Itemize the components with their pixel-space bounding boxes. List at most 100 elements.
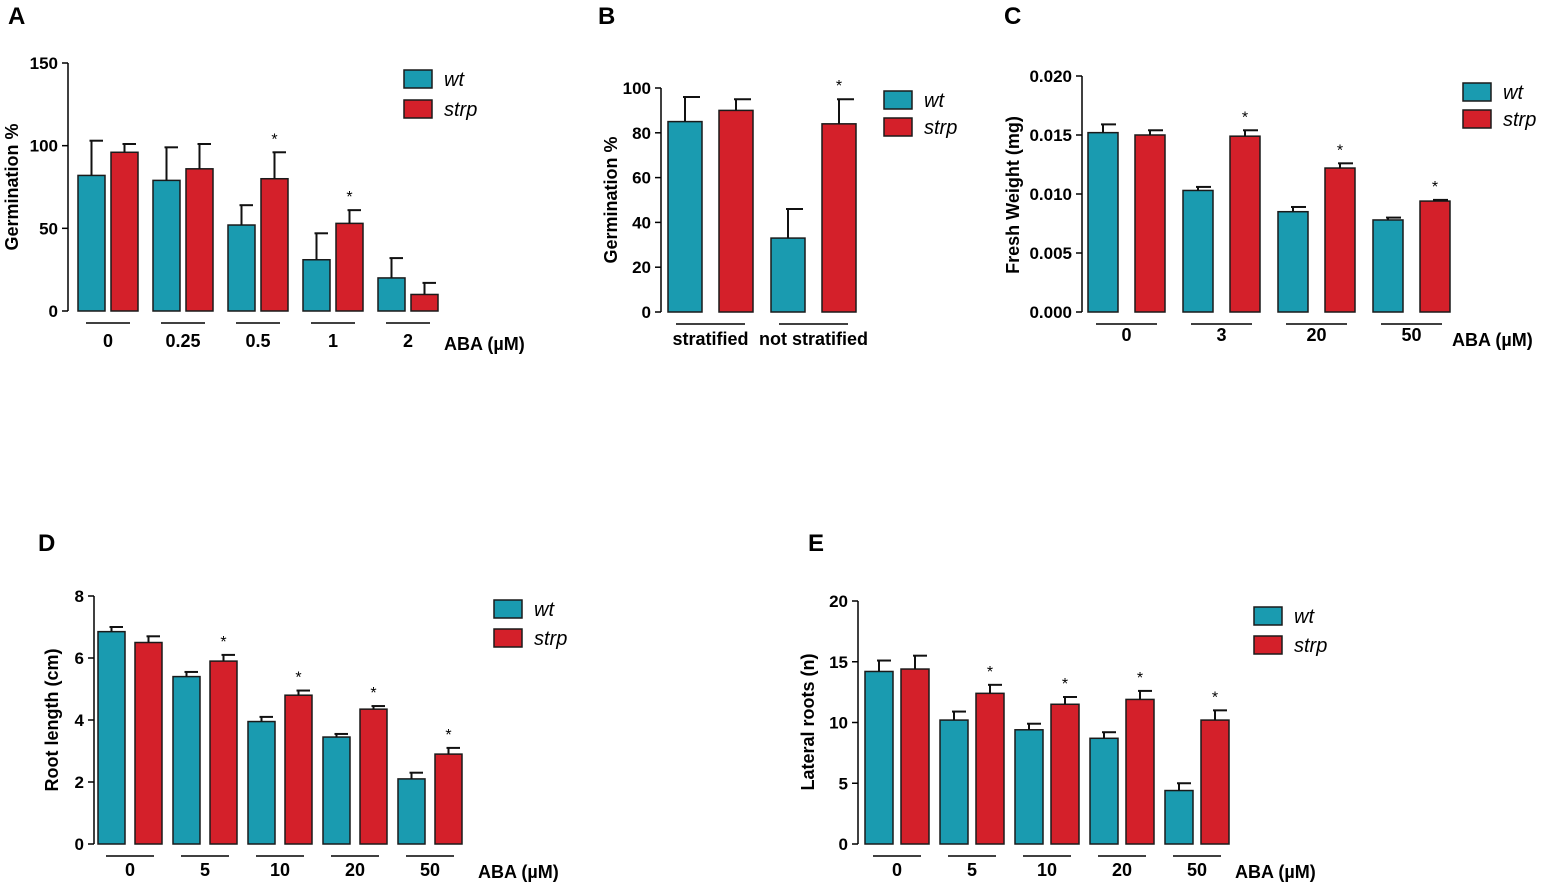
bar-strp — [1050, 703, 1080, 845]
significance-star: * — [346, 189, 352, 206]
bar-strp — [110, 151, 139, 312]
legend-swatch-wt — [493, 599, 523, 619]
y-tick-label: 0 — [642, 303, 651, 322]
bar-strp — [1324, 167, 1356, 313]
bar-wt — [1089, 737, 1119, 845]
legend-label-wt: wt — [534, 599, 555, 621]
bar-wt — [377, 277, 406, 312]
y-tick-label: 10 — [829, 714, 848, 733]
significance-star: * — [836, 78, 842, 95]
panel-letter: D — [38, 530, 55, 557]
significance-star: * — [1137, 670, 1143, 687]
y-tick-label: 4 — [75, 711, 85, 730]
bar-wt — [397, 778, 426, 845]
bar-strp — [209, 660, 238, 845]
y-tick-label: 0.005 — [1029, 244, 1072, 263]
y-tick-label: 150 — [30, 54, 58, 73]
category-label: 10 — [1037, 860, 1057, 880]
legend-label-strp: strp — [444, 99, 477, 121]
y-tick-label: 8 — [75, 587, 84, 606]
legend-swatch-wt — [1462, 82, 1492, 102]
legend-label-strp: strp — [924, 117, 957, 139]
bar-wt — [667, 120, 703, 313]
x-axis-title: ABA (µM) — [444, 334, 525, 354]
bar-wt — [152, 179, 181, 312]
bar-wt — [1277, 210, 1309, 313]
y-tick-label: 50 — [39, 219, 58, 238]
y-tick-label: 5 — [839, 774, 848, 793]
y-axis-title: Germination % — [2, 123, 22, 250]
y-axis-title: Germination % — [601, 136, 621, 263]
bar-strp — [821, 123, 857, 313]
y-axis-title: Lateral roots (n) — [798, 653, 818, 790]
legend-swatch-wt — [1253, 606, 1283, 626]
bar-strp — [1419, 200, 1451, 313]
legend-label-wt: wt — [924, 90, 945, 112]
panel-letter: E — [808, 530, 824, 557]
legend-label-wt: wt — [444, 69, 465, 91]
legend-swatch-strp — [883, 117, 913, 137]
y-tick-label: 0 — [839, 835, 848, 854]
x-axis-title: ABA (µM) — [1452, 330, 1533, 350]
significance-star: * — [1062, 676, 1068, 693]
significance-star: * — [220, 634, 226, 651]
y-axis-title: Root length (cm) — [42, 649, 62, 792]
significance-star: * — [295, 670, 301, 687]
bar-strp — [1200, 719, 1230, 845]
category-label: 3 — [1216, 325, 1226, 345]
significance-star: * — [271, 131, 277, 148]
legend-label-strp: strp — [534, 628, 567, 650]
bar-wt — [77, 174, 106, 312]
bar-wt — [1182, 189, 1214, 313]
category-label: 10 — [270, 860, 290, 880]
bar-wt — [302, 258, 331, 312]
legend-label-wt: wt — [1294, 606, 1315, 628]
y-tick-label: 6 — [75, 649, 84, 668]
significance-star: * — [1212, 689, 1218, 706]
bar-wt — [172, 675, 201, 845]
bar-wt — [97, 630, 126, 845]
panel-letter: B — [598, 3, 615, 30]
legend-label-strp: strp — [1503, 109, 1536, 131]
y-tick-label: 100 — [30, 137, 58, 156]
category-label: 0 — [1121, 325, 1131, 345]
y-tick-label: 40 — [632, 213, 651, 232]
x-axis-title: ABA (µM) — [478, 862, 559, 882]
bar-wt — [770, 237, 806, 313]
bar-wt — [1087, 131, 1119, 313]
y-tick-label: 0.020 — [1029, 67, 1072, 86]
category-label: 0 — [892, 860, 902, 880]
legend-swatch-strp — [403, 99, 433, 119]
bar-strp — [1229, 135, 1261, 313]
legend-label-strp: strp — [1294, 635, 1327, 657]
significance-star: * — [1242, 109, 1248, 126]
bar-wt — [227, 224, 256, 312]
significance-star: * — [445, 727, 451, 744]
bar-strp — [1134, 134, 1166, 313]
bar-wt — [1014, 729, 1044, 845]
bar-wt — [247, 720, 276, 845]
category-label: 0 — [125, 860, 135, 880]
y-tick-label: 20 — [829, 592, 848, 611]
legend-swatch-wt — [403, 69, 433, 89]
category-label: 5 — [200, 860, 210, 880]
bar-strp — [335, 222, 364, 312]
category-label: 1 — [328, 331, 338, 351]
bar-wt — [1164, 789, 1194, 845]
category-label: 2 — [403, 331, 413, 351]
y-tick-label: 0 — [75, 835, 84, 854]
category-label: 50 — [420, 860, 440, 880]
y-tick-label: 0.015 — [1029, 126, 1072, 145]
y-axis-title: Fresh Weight (mg) — [1003, 116, 1023, 274]
category-label: 20 — [345, 860, 365, 880]
significance-star: * — [370, 685, 376, 702]
panel-b: B 0 20 40 60 80 100 Germination % stratified * not… — [598, 3, 957, 349]
y-tick-label: 100 — [623, 79, 651, 98]
bar-strp — [434, 753, 463, 845]
y-tick-label: 15 — [829, 653, 848, 672]
category-label: 20 — [1306, 325, 1326, 345]
category-label: stratified — [672, 329, 748, 349]
significance-star: * — [1432, 179, 1438, 196]
category-label: 0.5 — [245, 331, 270, 351]
